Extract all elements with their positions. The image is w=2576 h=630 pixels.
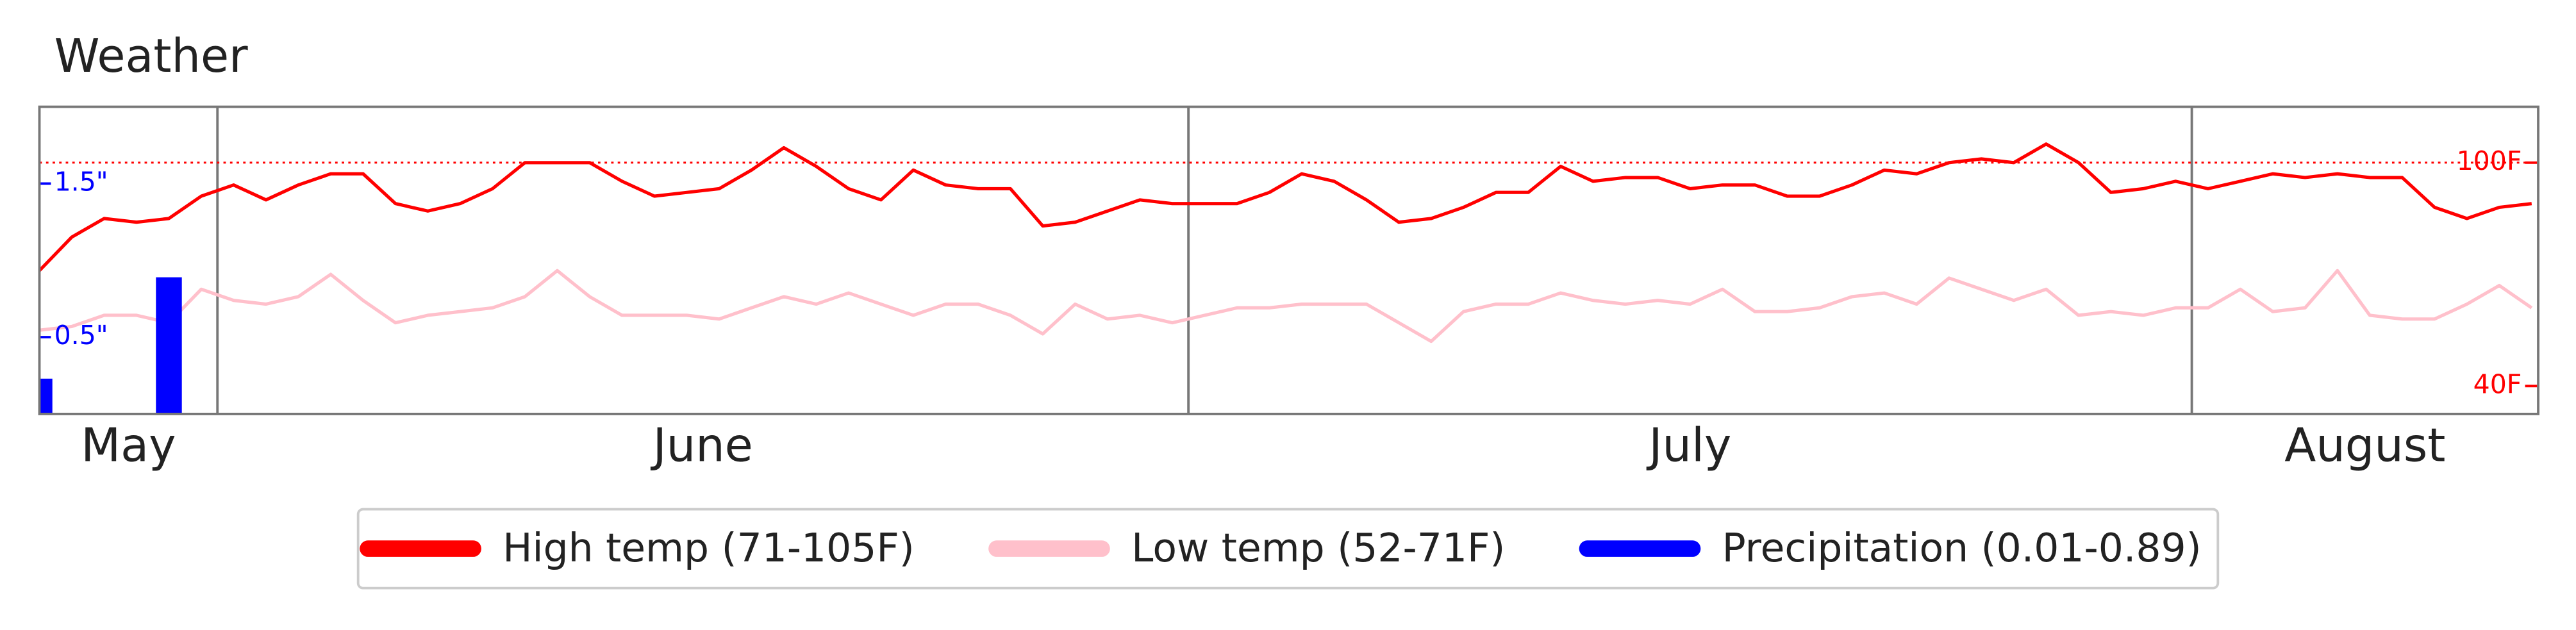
y2-tick-label: 0.5" (54, 320, 108, 351)
legend-box (356, 508, 2220, 590)
y2-tick-label: 1.5" (54, 166, 108, 197)
legend-label: High temp (71-105F) (503, 525, 915, 571)
plot-frame (38, 105, 2539, 415)
legend-label: Precipitation (0.01-0.89) (1722, 525, 2202, 571)
legend-label: Low temp (52-71F) (1131, 525, 1505, 571)
y-tick-label: 100F (2457, 145, 2522, 176)
precip-bar (39, 378, 53, 414)
chart-title: Weather (54, 29, 249, 83)
precip-bar (156, 277, 182, 414)
month-label: July (1646, 418, 1731, 472)
month-label: June (651, 418, 753, 472)
temp-line (38, 142, 2532, 272)
month-label: May (81, 418, 176, 472)
y-tick-label: 40F (2473, 369, 2522, 399)
temp-line (39, 269, 2533, 344)
month-label: August (2284, 418, 2445, 472)
